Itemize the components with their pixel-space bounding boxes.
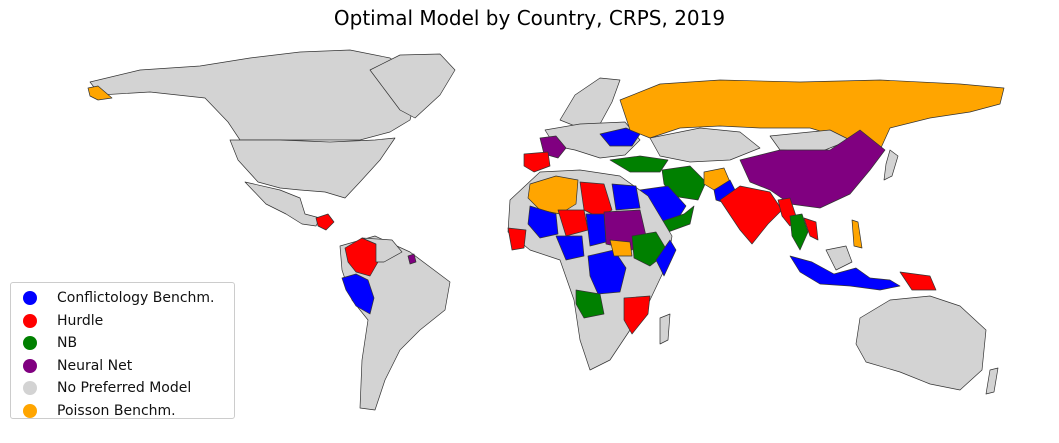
country-car[interactable]	[609, 239, 633, 257]
country-nigeria[interactable]	[555, 235, 585, 261]
country-japan[interactable]	[883, 149, 899, 181]
legend-label: Neural Net	[57, 357, 133, 374]
legend-swatch	[23, 313, 37, 328]
country-west-africa[interactable]	[507, 227, 527, 251]
country-australia[interactable]	[855, 295, 987, 391]
legend-label: No Preferred Model	[57, 380, 192, 397]
country-greenland[interactable]	[369, 53, 456, 119]
country-philippines[interactable]	[851, 219, 863, 249]
country-borneo[interactable]	[825, 245, 853, 271]
country-usa[interactable]	[229, 137, 396, 199]
country-mali[interactable]	[527, 205, 559, 239]
country-kazakhstan[interactable]	[649, 127, 761, 163]
legend-item: Conflictology Benchm.	[23, 287, 234, 310]
legend-label: NB	[57, 335, 78, 352]
country-vietnam[interactable]	[803, 217, 819, 241]
legend-swatch	[23, 381, 37, 396]
country-spain[interactable]	[523, 151, 551, 173]
country-china[interactable]	[739, 129, 886, 209]
country-mongolia[interactable]	[769, 129, 851, 153]
country-india[interactable]	[719, 185, 783, 245]
legend-swatch	[23, 291, 37, 306]
country-canada[interactable]	[89, 49, 421, 141]
country-venezuela[interactable]	[361, 237, 403, 263]
country-papua[interactable]	[899, 271, 937, 291]
legend-item: Neural Net	[23, 355, 234, 378]
country-new-zealand[interactable]	[985, 367, 999, 395]
legend: Conflictology Benchm. Hurdle NB Neural N…	[10, 282, 235, 419]
country-layer	[87, 49, 1005, 411]
country-guyana[interactable]	[407, 253, 417, 265]
legend-item: Poisson Benchm.	[23, 400, 234, 423]
country-peru[interactable]	[341, 273, 375, 315]
country-chad[interactable]	[585, 213, 607, 247]
country-mozambique[interactable]	[623, 295, 651, 335]
country-algeria[interactable]	[527, 175, 579, 215]
country-thailand[interactable]	[789, 213, 809, 251]
country-ukraine[interactable]	[599, 127, 641, 147]
country-central-america[interactable]	[315, 213, 335, 231]
country-turkey[interactable]	[609, 155, 669, 173]
legend-item: No Preferred Model	[23, 377, 234, 400]
country-alaska-usa[interactable]	[87, 85, 113, 101]
legend-label: Conflictology Benchm.	[57, 290, 215, 307]
legend-swatch	[23, 336, 37, 351]
legend-label: Hurdle	[57, 312, 104, 329]
country-egypt[interactable]	[611, 183, 641, 211]
legend-item: NB	[23, 332, 234, 355]
country-indonesia[interactable]	[789, 255, 901, 291]
country-russia[interactable]	[619, 79, 1005, 151]
map-title: Optimal Model by Country, CRPS, 2019	[333, 6, 726, 30]
legend-swatch	[23, 358, 37, 373]
country-somalia[interactable]	[655, 239, 677, 277]
legend-swatch	[23, 403, 37, 418]
country-scandinavia[interactable]	[559, 77, 621, 131]
country-madagascar[interactable]	[659, 313, 671, 345]
legend-label: Poisson Benchm.	[57, 402, 176, 419]
country-angola[interactable]	[575, 289, 605, 319]
legend-item: Hurdle	[23, 310, 234, 333]
